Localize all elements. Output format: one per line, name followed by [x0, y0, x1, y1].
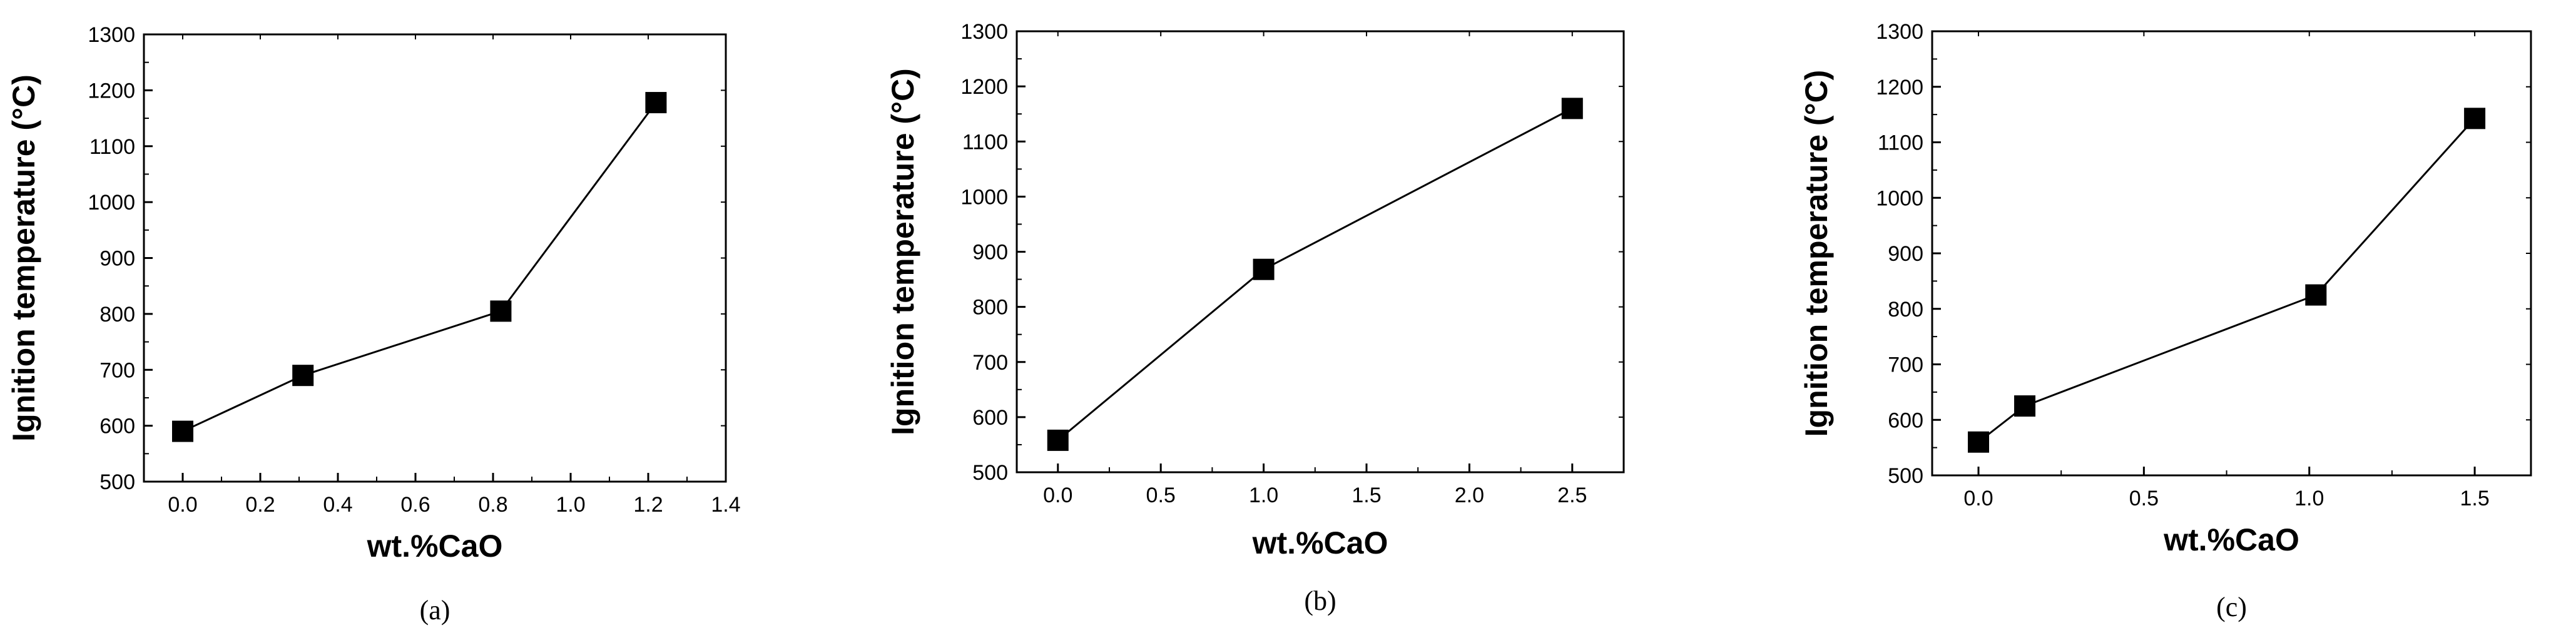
series-line	[1978, 118, 2476, 443]
y-tick-label: 800	[1888, 298, 1923, 322]
y-axis-title: Ignition temperature (°C)	[6, 74, 41, 442]
chart-panel-a: 500 600 700 800 900 1000 1100 1200 1300 0.0 0.2 0.4…	[6, 23, 741, 625]
x-tick-label: 0.0	[1043, 484, 1072, 507]
y-tick-label: 1200	[1876, 76, 1923, 99]
y-axis-title: Ignition temperature (°C)	[885, 68, 920, 435]
y-tick-label: 800	[972, 296, 1008, 320]
panel-label: (a)	[420, 595, 451, 625]
x-tick-label: 0.0	[1963, 487, 1993, 510]
x-tick-label: 0.5	[2129, 487, 2159, 510]
x-tick-label: 2.0	[1455, 484, 1484, 507]
x-tick-label: 0.2	[245, 493, 275, 517]
y-tick-label: 1000	[1876, 186, 1923, 210]
x-axis-title: wt.%CaO	[2163, 522, 2299, 557]
x-tick-label: 0.5	[1146, 484, 1176, 507]
x-axis-title: wt.%CaO	[1252, 525, 1388, 560]
y-tick-label: 1100	[89, 135, 135, 159]
y-tick-label: 600	[1888, 408, 1923, 432]
data-point	[2014, 395, 2036, 417]
y-tick-label: 1300	[1876, 20, 1923, 44]
y-tick-label: 1200	[960, 75, 1008, 99]
y-tick-label: 700	[972, 351, 1008, 375]
x-tick-label: 1.0	[556, 493, 585, 517]
x-tick-label: 1.0	[2294, 487, 2324, 510]
x-tick-label: 1.4	[711, 493, 740, 517]
y-tick-label: 500	[972, 461, 1008, 485]
y-tick-label: 1000	[960, 185, 1008, 209]
data-point	[2305, 284, 2327, 306]
series-line	[1057, 108, 1573, 442]
y-tick-label: 500	[99, 470, 135, 494]
chart-panel-b: 500 600 700 800 900 1000 1100 1200 1300 0.0 0.5 1.0…	[885, 20, 1625, 616]
y-tick-label: 900	[99, 247, 135, 271]
data-point	[645, 92, 667, 114]
data-point	[1047, 429, 1069, 451]
x-tick-label: 2.5	[1557, 484, 1587, 507]
data-point	[1968, 431, 1990, 453]
panel-label: (b)	[1304, 585, 1336, 616]
x-tick-label: 1.2	[633, 493, 663, 517]
data-point	[172, 420, 193, 442]
y-tick-label: 600	[972, 406, 1008, 430]
chart-panel-c: 500 600 700 800 900 1000 1100 1200 1300 0.0 0.5 1.0…	[1799, 20, 2532, 622]
y-tick-label: 800	[99, 303, 135, 327]
x-tick-label: 1.5	[2460, 487, 2489, 510]
series-line	[182, 102, 657, 432]
x-axis-title: wt.%CaO	[367, 529, 503, 564]
panel-label: (c)	[2216, 592, 2247, 622]
x-tick-label: 0.0	[168, 493, 197, 517]
plot-frame	[143, 33, 727, 483]
data-point	[1253, 258, 1275, 280]
x-tick-label: 1.0	[1249, 484, 1278, 507]
y-tick-label: 900	[1888, 242, 1923, 266]
y-tick-label: 1200	[88, 79, 135, 103]
x-tick-label: 0.4	[323, 493, 352, 517]
data-point	[490, 300, 512, 322]
x-tick-label: 0.6	[400, 493, 430, 517]
x-tick-label: 1.5	[1352, 484, 1381, 507]
plot-frame	[1016, 30, 1625, 473]
y-tick-label: 900	[972, 241, 1008, 265]
y-tick-label: 600	[99, 415, 135, 438]
data-point	[1561, 98, 1583, 119]
y-tick-label: 700	[99, 358, 135, 382]
y-tick-label: 700	[1888, 353, 1923, 377]
y-tick-label: 1300	[88, 23, 135, 47]
data-point	[292, 365, 314, 387]
y-tick-label: 1300	[960, 20, 1008, 44]
data-point	[2464, 108, 2486, 129]
y-tick-label: 1100	[962, 130, 1008, 154]
y-tick-label: 500	[1888, 464, 1923, 488]
y-axis-title: Ignition temperature (°C)	[1799, 70, 1834, 437]
y-tick-label: 1100	[1878, 131, 1923, 155]
y-tick-label: 1000	[88, 191, 135, 215]
x-tick-label: 0.8	[478, 493, 507, 517]
